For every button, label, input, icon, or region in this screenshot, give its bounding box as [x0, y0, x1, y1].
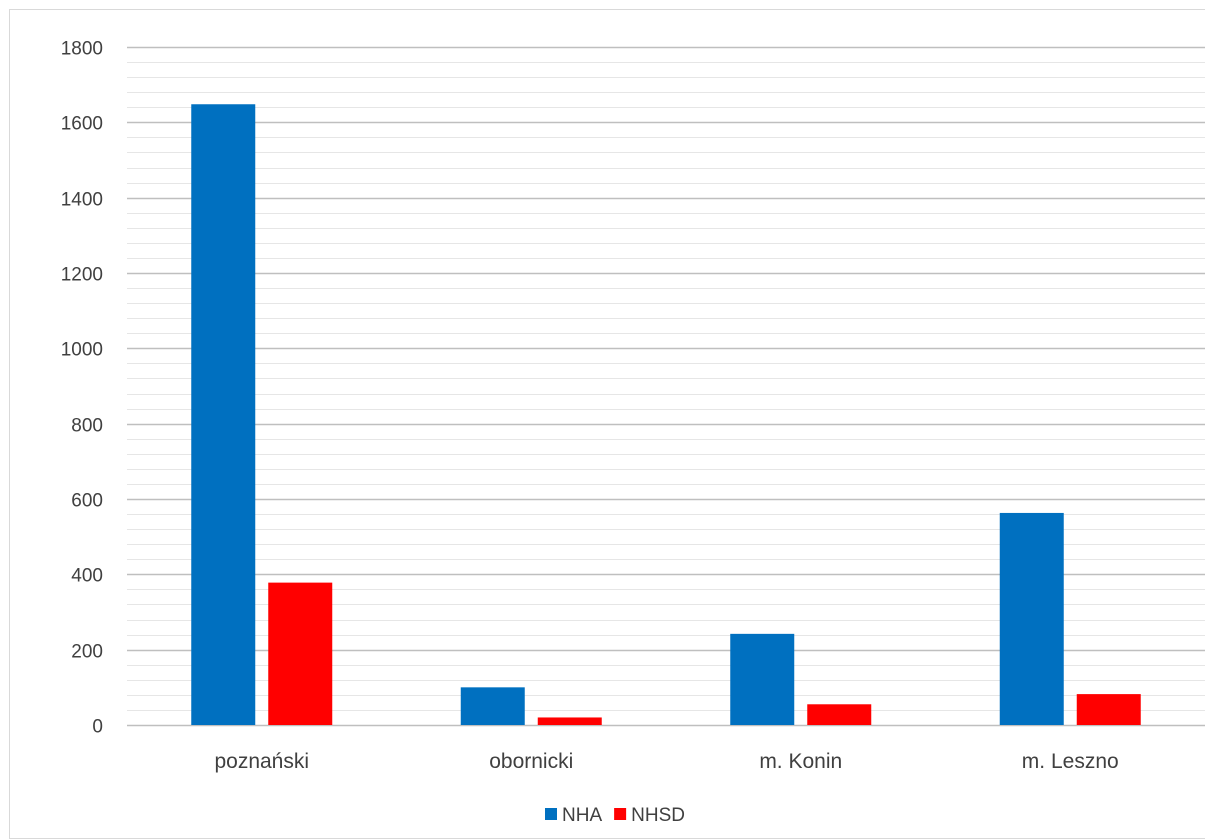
bar-nha-2	[460, 687, 525, 725]
legend-label-nhsd: NHSD	[631, 805, 685, 826]
y-tick-label: 600	[71, 491, 103, 512]
legend: NHA NHSD	[545, 805, 685, 826]
bar-nhsd-2	[537, 717, 602, 725]
y-tick-label: 800	[71, 416, 103, 437]
bar-nha-4	[999, 512, 1064, 725]
y-tick-label: 1800	[61, 39, 103, 60]
y-tick-label: 1600	[61, 114, 103, 135]
legend-swatch-nhsd	[614, 808, 627, 820]
y-tick-label: 1000	[61, 340, 103, 361]
x-axis: poznański obornicki m. Konin m. Leszno	[214, 750, 1118, 773]
y-tick-label: 1400	[61, 190, 103, 211]
bar-nhsd-4	[1076, 694, 1141, 725]
x-category-label: m. Leszno	[1022, 750, 1119, 773]
x-category-label: m. Konin	[759, 750, 842, 773]
bar-nha-3	[730, 633, 795, 725]
bar-nha-1	[191, 104, 256, 725]
y-tick-label: 0	[92, 717, 103, 738]
bar-nhsd-3	[807, 704, 872, 725]
legend-swatch-nha	[545, 808, 557, 820]
y-axis: 0 200 400 600 800 1000 1200 1400 1600 1800	[61, 39, 103, 738]
x-category-label: obornicki	[489, 750, 573, 773]
y-tick-label: 1200	[61, 265, 103, 286]
y-tick-label: 400	[71, 566, 103, 587]
x-category-label: poznański	[214, 750, 309, 773]
y-tick-label: 200	[71, 642, 103, 663]
bars	[191, 104, 1141, 725]
legend-label-nha: NHA	[562, 805, 602, 826]
bar-nhsd-1	[268, 582, 333, 725]
